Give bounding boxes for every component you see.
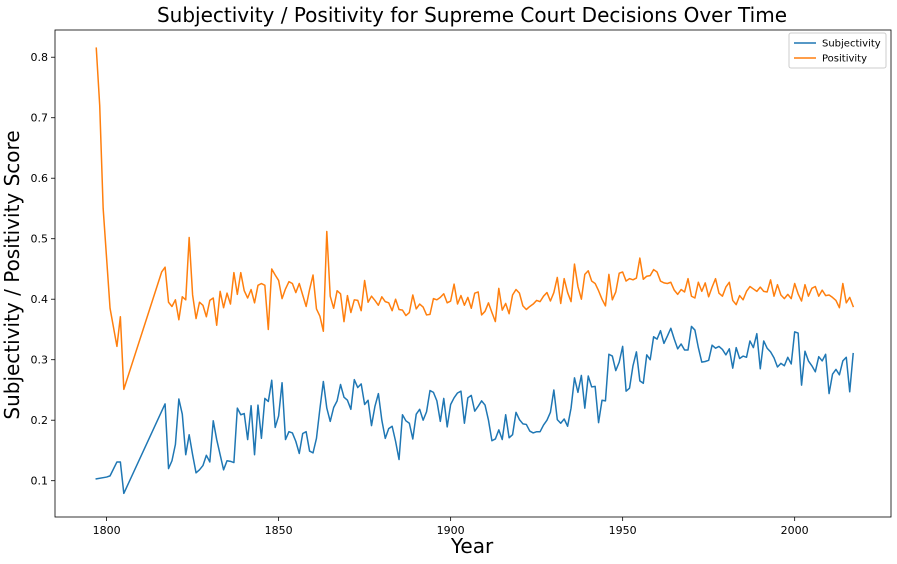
x-tick-label: 1800 (93, 524, 121, 537)
y-tick-label: 0.7 (31, 112, 49, 125)
legend-label-positivity: Positivity (822, 54, 867, 65)
x-tick-label: 1950 (609, 524, 637, 537)
y-axis-label: Subjectivity / Positivity Score (0, 130, 24, 419)
plot-frame (54, 29, 892, 518)
x-axis-label: Year (450, 534, 494, 558)
x-tick-label: 2000 (781, 524, 809, 537)
legend-label-subjectivity: Subjectivity (822, 39, 881, 50)
series-line-subjectivity (95, 325, 854, 495)
y-tick-label: 0.8 (31, 51, 49, 64)
legend-box (788, 32, 887, 69)
chart-title: Subjectivity / Positivity for Supreme Co… (157, 3, 787, 27)
y-tick-label: 0.2 (31, 414, 49, 427)
y-tick-label: 0.4 (31, 293, 49, 306)
y-tick-label: 0.1 (31, 475, 49, 488)
y-tick-label: 0.6 (31, 172, 49, 185)
x-tick-label: 1850 (265, 524, 293, 537)
y-tick-label: 0.3 (31, 354, 49, 367)
series-line-positivity (95, 47, 855, 391)
x-tick-label: 1900 (437, 524, 465, 537)
y-tick-label: 0.5 (31, 233, 49, 246)
legend: Subjectivity Positivity (788, 32, 887, 69)
plot-area: 1800 1850 1900 1950 2000 0.1 0.2 0.3 0.4 0.5 0.6 0.… (31, 29, 892, 537)
